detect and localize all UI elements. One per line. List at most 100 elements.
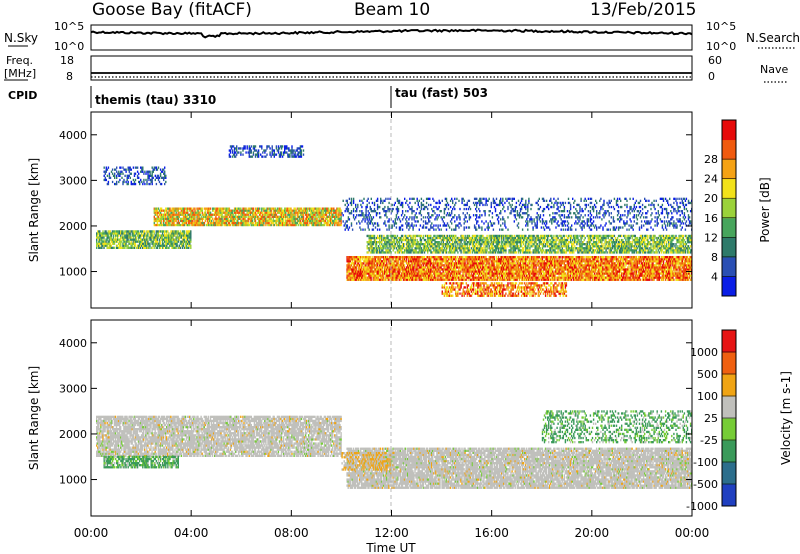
data-cell [550,260,552,263]
data-cell [416,264,418,267]
data-cell [242,223,244,227]
data-cell [148,182,150,186]
data-cell [455,260,457,263]
data-cell [522,260,525,263]
data-cell [400,268,403,271]
data-cell [419,256,421,259]
data-cell [183,211,186,214]
data-cell [261,219,263,223]
data-cell [134,238,137,241]
data-cell [483,266,485,269]
data-cell [403,260,406,263]
data-cell [426,274,429,277]
data-cell [159,182,162,186]
data-cell [191,207,193,210]
data-cell [386,270,388,273]
data-cell [122,236,124,239]
data-cell [117,172,119,175]
data-cell [177,232,179,235]
data-cell [459,274,461,277]
data-cell [314,207,316,210]
data-cell [526,272,528,275]
data-cell [488,278,490,281]
data-cell [375,264,378,267]
data-cell [429,276,432,279]
data-cell [413,266,415,269]
data-cell [399,270,402,273]
data-cell [109,242,111,245]
data-cell [185,209,188,212]
data-cell [321,217,323,220]
data-cell [181,242,184,245]
data-cell [260,223,262,227]
data-cell [259,221,261,225]
data-cell [293,215,295,218]
data-cell [516,268,518,271]
data-cell [571,264,574,267]
data-cell [532,260,534,263]
data-cell [412,274,414,277]
data-cell [377,272,380,275]
data-cell [113,238,116,241]
data-cell [488,260,490,263]
data-cell [502,278,504,281]
data-cell [279,207,282,210]
data-cell [250,215,252,218]
data-cell [249,147,251,150]
data-cell [292,219,294,223]
data-cell [171,209,173,212]
data-cell [544,256,547,259]
data-cell [130,244,132,247]
data-cell [244,217,246,220]
data-cell [179,240,182,243]
data-cell [585,262,587,265]
data-cell [142,246,144,249]
data-cell [579,270,581,273]
data-cell [479,272,481,275]
data-cell [590,276,593,279]
data-cell [133,180,136,184]
data-cell [147,240,149,243]
data-cell [153,168,155,171]
data-cell [512,272,514,275]
data-cell [193,217,195,220]
data-cell [391,260,393,263]
data-cell [374,278,376,281]
data-cell [185,236,188,239]
data-cell [161,242,164,245]
data-cell [410,256,412,259]
data-cell [447,258,450,261]
data-cell [582,258,584,261]
data-cell [490,278,492,281]
data-cell [424,274,427,277]
data-cell [120,240,122,243]
data-cell [494,274,497,277]
data-cell [154,238,156,241]
data-cell [254,155,257,158]
data-cell [376,268,379,271]
data-cell [475,256,478,259]
data-cell [329,215,332,218]
data-cell [499,272,502,275]
data-cell [413,276,415,279]
data-cell [161,232,164,235]
data-cell [154,240,156,243]
data-cell [165,236,167,239]
data-cell [285,223,287,227]
data-cell [446,256,449,259]
data-cell [181,238,184,241]
data-cell [543,268,546,271]
data-cell [506,278,508,281]
data-cell [526,270,528,273]
data-cell [586,274,588,277]
data-cell [279,221,282,225]
data-cell [164,244,166,247]
data-cell [505,278,507,281]
data-cell [429,262,432,265]
data-cell [207,219,210,223]
data-cell [327,207,330,210]
data-cell [175,242,177,245]
data-cell [250,145,252,148]
data-cell [576,262,578,265]
data-cell [321,211,323,214]
